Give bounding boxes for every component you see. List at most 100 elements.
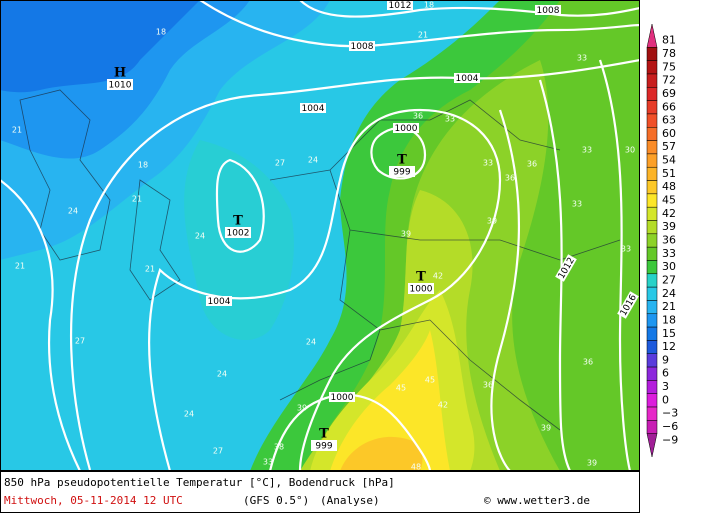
temperature-label: 18 — [424, 1, 434, 10]
label-bg — [329, 392, 355, 402]
temperature-label: 39 — [587, 459, 597, 468]
legend-swatch — [646, 286, 658, 301]
legend-label: 3 — [662, 380, 669, 393]
isobar-label: 1004 — [206, 296, 232, 307]
temperature-label: 21 — [145, 265, 155, 274]
temperature-label: 36 — [527, 160, 537, 169]
label-bg — [454, 73, 480, 83]
legend-swatch — [646, 260, 658, 275]
isobar-value: 1012 — [389, 1, 412, 11]
temperature-label: 36 — [583, 358, 593, 367]
legend-swatch — [646, 433, 658, 458]
temperature-label: 33 — [621, 245, 631, 254]
isobar-value: 1008 — [537, 6, 560, 16]
legend-swatch — [646, 313, 658, 328]
label-bg — [535, 5, 561, 15]
temperature-label: 24 — [195, 232, 205, 241]
pressure-symbol: T — [319, 427, 329, 442]
isobar-value: 1000 — [395, 124, 418, 134]
pressure-value: 999 — [315, 442, 332, 452]
legend-swatch — [646, 273, 658, 288]
legend-swatch — [646, 127, 658, 141]
legend-label: 15 — [662, 327, 676, 340]
label-bg — [349, 41, 375, 51]
legend-label: 45 — [662, 194, 676, 207]
legend-label: 60 — [662, 127, 676, 140]
temperature-label: 36 — [483, 381, 493, 390]
temperature-label: 27 — [275, 159, 285, 168]
legend-swatch — [646, 353, 658, 368]
isobar — [199, 0, 640, 48]
legend-label: 57 — [662, 140, 676, 153]
country-borders — [269, 99, 621, 431]
legend-label: 18 — [662, 313, 676, 326]
isobar-value: 1004 — [302, 104, 325, 114]
isobar-value: 1004 — [456, 74, 479, 84]
temperature-label: 33 — [577, 54, 587, 63]
legend-swatch — [646, 393, 658, 408]
legend-swatch — [646, 193, 658, 208]
legend-label: −6 — [662, 420, 678, 433]
isobar — [268, 393, 432, 471]
legend-label: 42 — [662, 207, 676, 220]
temperature-label: 39 — [297, 404, 307, 413]
legend-swatch — [646, 220, 658, 235]
temperature-label: 36 — [505, 174, 515, 183]
isobar-label: 1000 — [329, 392, 355, 403]
legend-swatch — [646, 47, 658, 61]
legend-label: −9 — [662, 433, 678, 446]
pressure-symbol: T — [397, 153, 407, 168]
isobar — [215, 158, 265, 253]
label-bg — [393, 123, 419, 133]
temperature-label: 33 — [263, 458, 273, 467]
label-bg — [389, 166, 415, 177]
temperature-label: 39 — [401, 230, 411, 239]
legend-label: 66 — [662, 100, 676, 113]
pressure-value: 1000 — [410, 285, 433, 295]
legend-label: 63 — [662, 114, 676, 127]
label-bg — [311, 440, 337, 451]
region-27 — [184, 140, 294, 340]
isobar-value: 1000 — [331, 393, 354, 403]
temperature-label: 30 — [625, 146, 635, 155]
label-bg — [617, 291, 639, 319]
temperature-label: 24 — [184, 410, 194, 419]
legend-swatch — [646, 100, 658, 115]
label-bg — [555, 254, 577, 282]
isobar-value: 1008 — [351, 42, 374, 52]
isobar-label: 1004 — [454, 73, 480, 84]
temperature-label: 33 — [572, 200, 582, 209]
footer-model: (GFS 0.5°) — [243, 494, 309, 507]
temperature-label: 36 — [413, 112, 423, 121]
temperature-label: 21 — [132, 195, 142, 204]
coastline — [19, 89, 111, 261]
legend-label: 0 — [662, 393, 669, 406]
legend-label: 75 — [662, 60, 676, 73]
temperature-label: 39 — [541, 424, 551, 433]
legend-swatch — [646, 300, 658, 315]
isobar-label: 1000 — [393, 123, 419, 134]
temperature-label: 45 — [396, 384, 406, 393]
temperature-label: 24 — [306, 338, 316, 347]
pressure-value: 999 — [393, 168, 410, 178]
region-48 — [340, 436, 423, 471]
legend-swatch — [646, 180, 658, 195]
legend-label: 21 — [662, 300, 676, 313]
isobar — [0, 179, 81, 471]
label-bg — [408, 283, 434, 294]
legend-label: 81 — [662, 34, 676, 47]
legend-swatch — [646, 406, 658, 421]
temperature-label: 24 — [217, 370, 227, 379]
label-bg — [387, 0, 413, 10]
pressure-value: 1002 — [227, 229, 250, 239]
legend-label: 51 — [662, 167, 676, 180]
legend-swatch — [646, 73, 658, 88]
legend-swatch — [646, 23, 658, 48]
legend-label: 48 — [662, 180, 676, 193]
legend-swatch — [646, 153, 658, 168]
legend-label: 33 — [662, 247, 676, 260]
map-frame — [0, 0, 640, 471]
